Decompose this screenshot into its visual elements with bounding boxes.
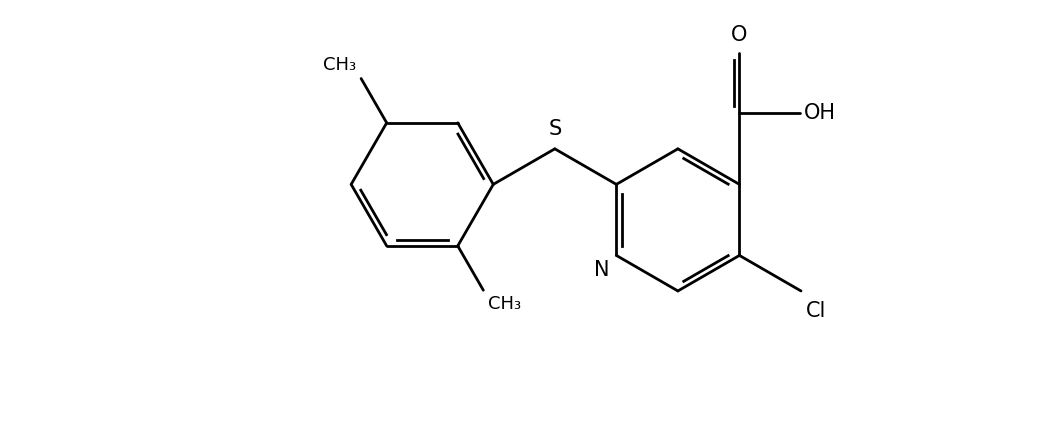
Text: CH₃: CH₃ [323,56,356,74]
Text: O: O [731,25,747,45]
Text: N: N [594,261,609,280]
Text: CH₃: CH₃ [488,295,521,313]
Text: S: S [548,119,562,139]
Text: OH: OH [803,103,836,123]
Text: Cl: Cl [805,301,826,321]
